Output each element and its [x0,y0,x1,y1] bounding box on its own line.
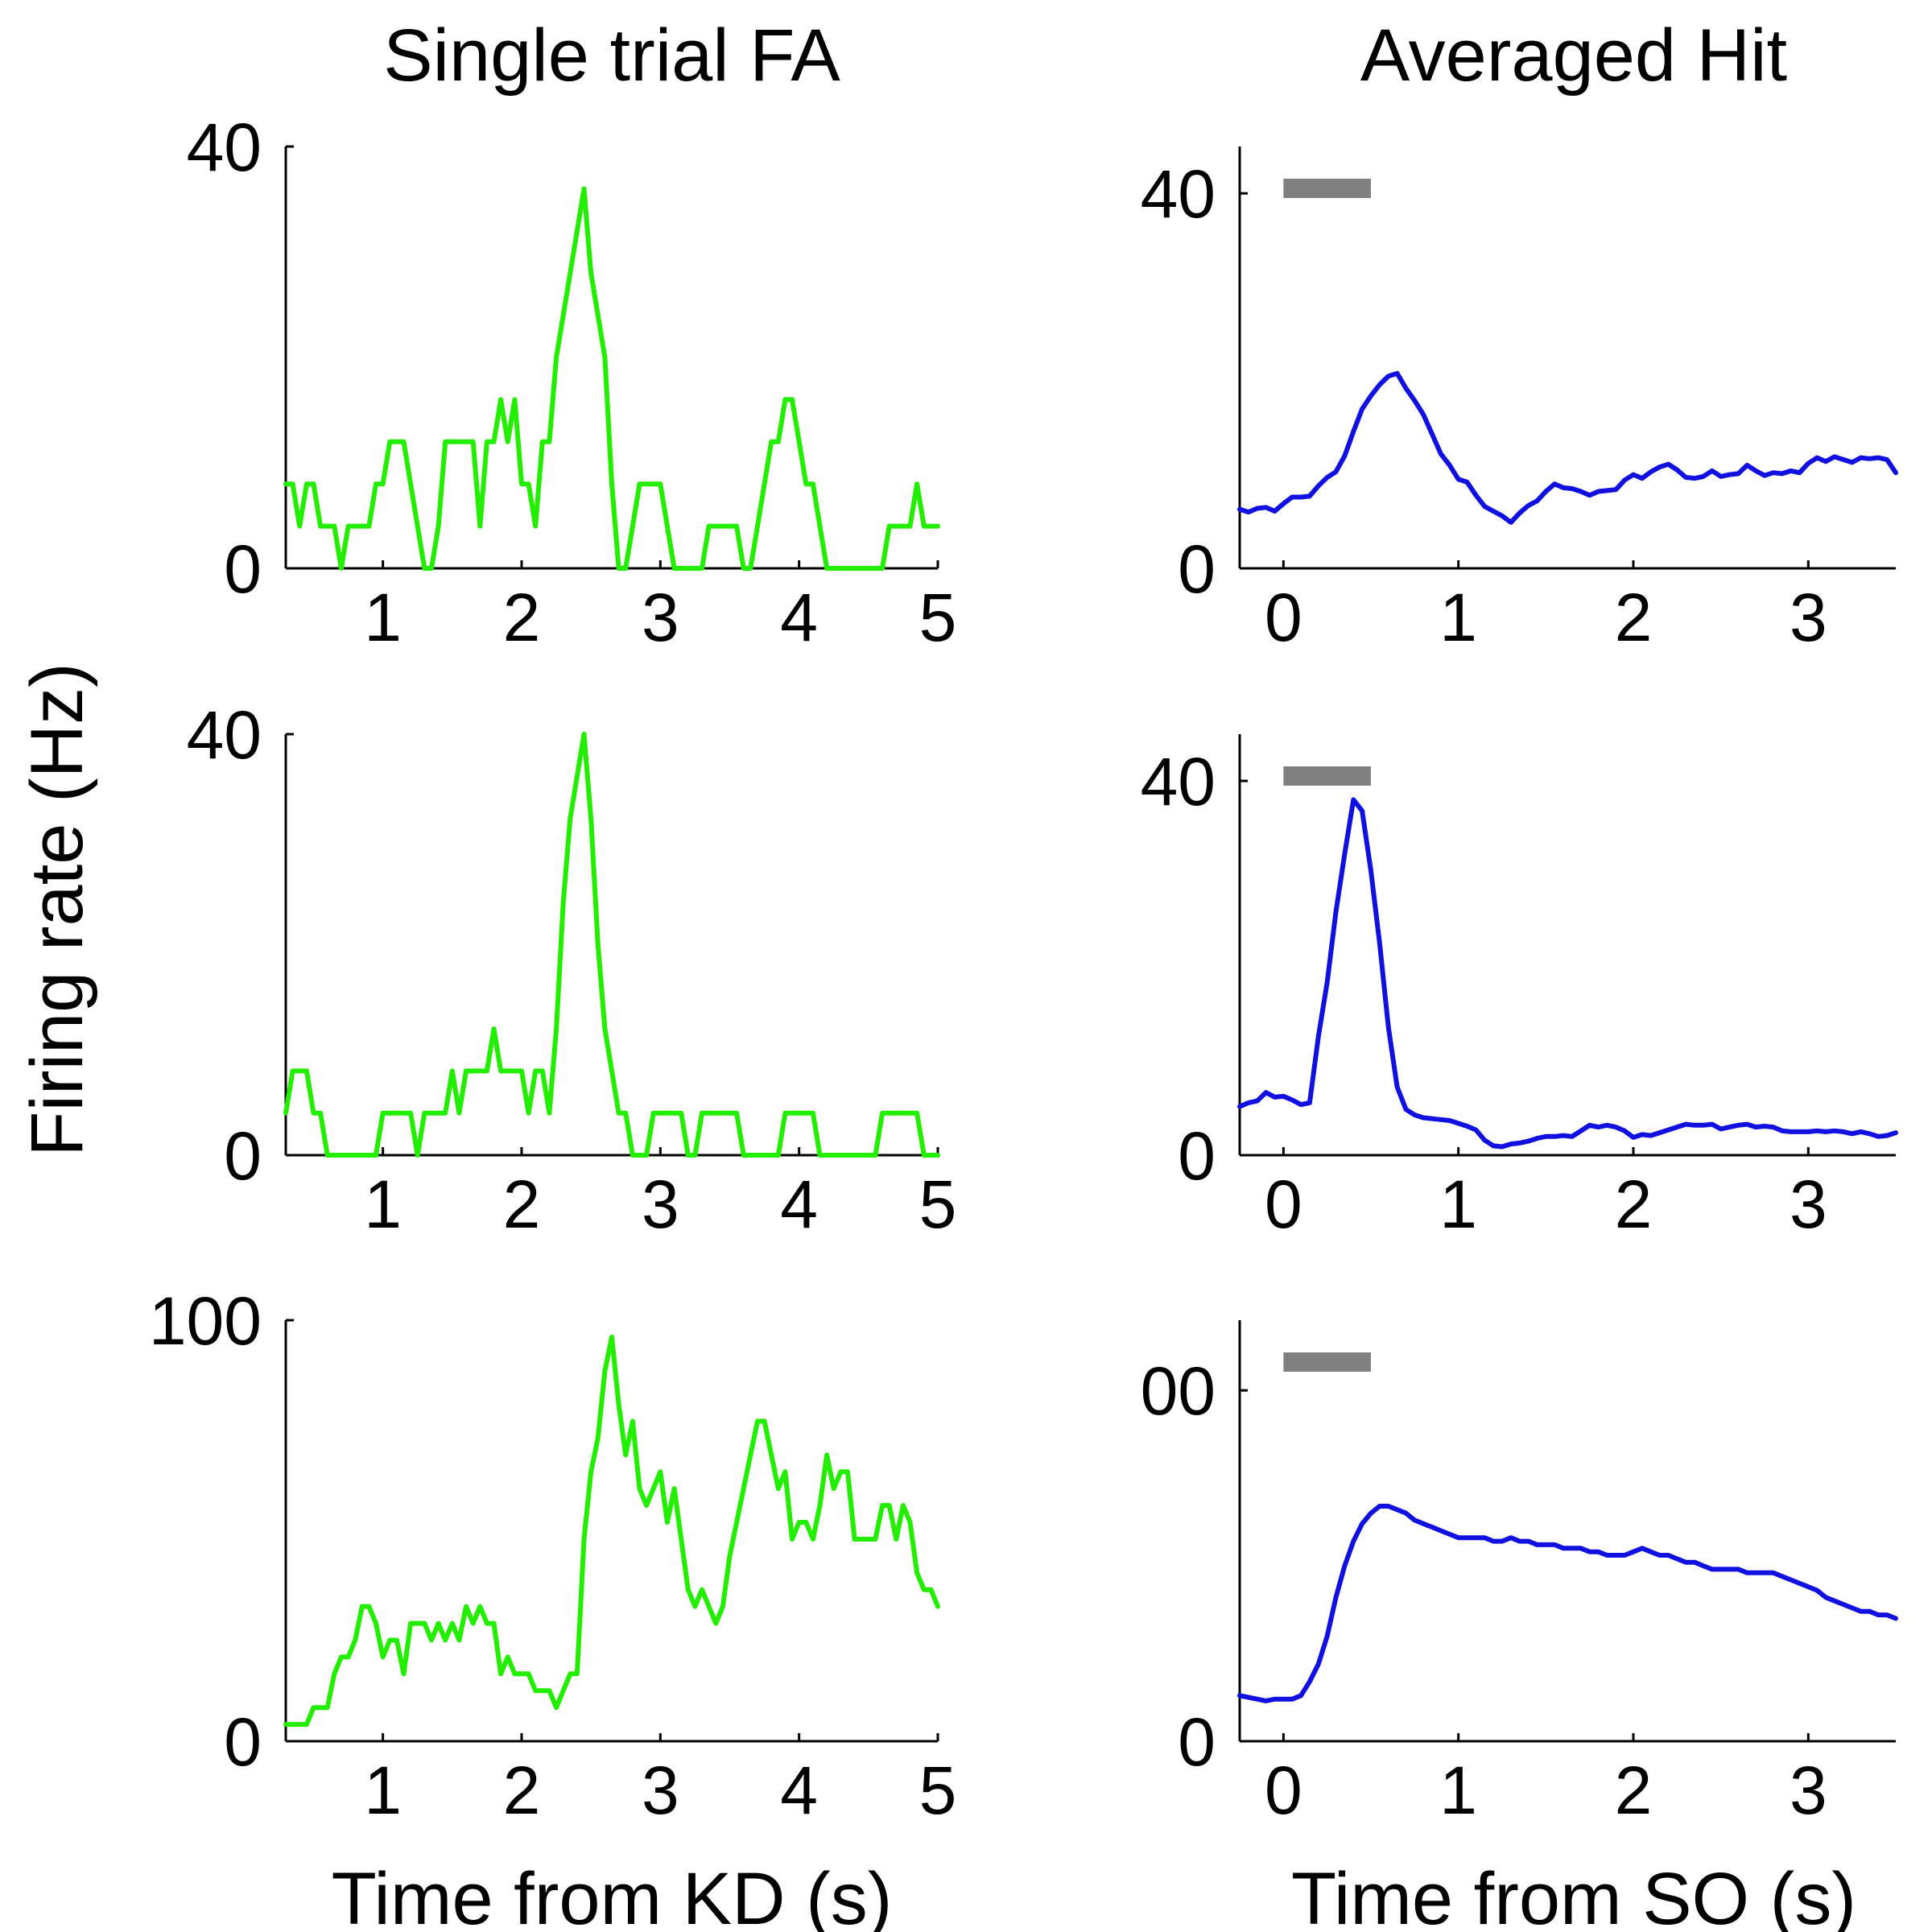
right-x-axis-label: Time from SO (s) [1291,1858,1856,1932]
x-tick-label: 2 [1615,1166,1653,1242]
series-line [283,186,940,571]
x-tick-label: 3 [642,1752,679,1828]
y-tick-label: 00 [1141,1353,1216,1429]
x-tick-label: 0 [1265,580,1302,655]
panel-row1-left: 1 2 3 4 5 0 40 [187,109,957,655]
x-tick-label: 5 [919,1752,957,1828]
y-tick-label: 0 [1178,531,1216,607]
panel-row2-right: 0 1 2 3 0 40 [1141,734,1898,1242]
x-tick-label: 5 [919,1166,957,1242]
x-tick-label: 3 [642,1166,679,1242]
y-tick-label: 0 [1178,1118,1216,1194]
y-tick-label: 0 [224,1118,262,1194]
y-axis-label: Firing rate (Hz) [16,663,98,1156]
series-line [1237,1504,1898,1703]
y-tick-label: 0 [224,1704,262,1780]
x-tick-label: 3 [642,580,679,655]
x-tick-label: 1 [1439,1166,1477,1242]
x-tick-label: 0 [1265,1166,1302,1242]
x-tick-label: 2 [503,1752,541,1828]
x-tick-label: 4 [780,1166,818,1242]
x-tick-label: 1 [1439,1752,1477,1828]
series-line [1237,797,1898,1150]
x-tick-label: 1 [1439,580,1477,655]
y-tick-label: 40 [187,697,262,773]
y-tick-label: 40 [1141,744,1216,819]
x-tick-label: 5 [919,580,957,655]
panel-row3-left: 1 2 3 4 5 0 100 [149,1283,957,1828]
left-column-title: Single trial FA [383,14,840,97]
y-tick-label: 100 [149,1283,262,1359]
x-tick-label: 2 [503,1166,541,1242]
right-column-title: Averaged Hit [1360,14,1787,97]
x-tick-label: 4 [780,580,818,655]
x-tick-label: 4 [780,1752,818,1828]
series-line [283,732,940,1158]
stimulus-bar [1283,179,1371,198]
x-tick-label: 2 [1615,1752,1653,1828]
y-tick-label: 40 [1141,156,1216,232]
y-tick-label: 0 [1178,1704,1216,1780]
x-tick-label: 3 [1790,580,1827,655]
stimulus-bar [1283,766,1371,786]
x-tick-label: 1 [364,580,402,655]
y-tick-label: 0 [224,531,262,607]
x-tick-label: 0 [1265,1752,1302,1828]
stimulus-bar [1283,1352,1371,1372]
x-tick-label: 3 [1790,1166,1827,1242]
series-line [283,1334,940,1728]
y-tick-label: 40 [187,109,262,185]
x-tick-label: 1 [364,1752,402,1828]
series-line [1237,370,1898,525]
x-tick-label: 1 [364,1166,402,1242]
panel-row2-left: 1 2 3 4 5 0 40 [187,697,957,1242]
x-tick-label: 2 [503,580,541,655]
x-tick-label: 2 [1615,580,1653,655]
left-x-axis-label: Time from KD (s) [332,1858,893,1932]
panel-row1-right: 0 1 2 3 0 40 [1141,147,1898,655]
x-tick-label: 3 [1790,1752,1827,1828]
